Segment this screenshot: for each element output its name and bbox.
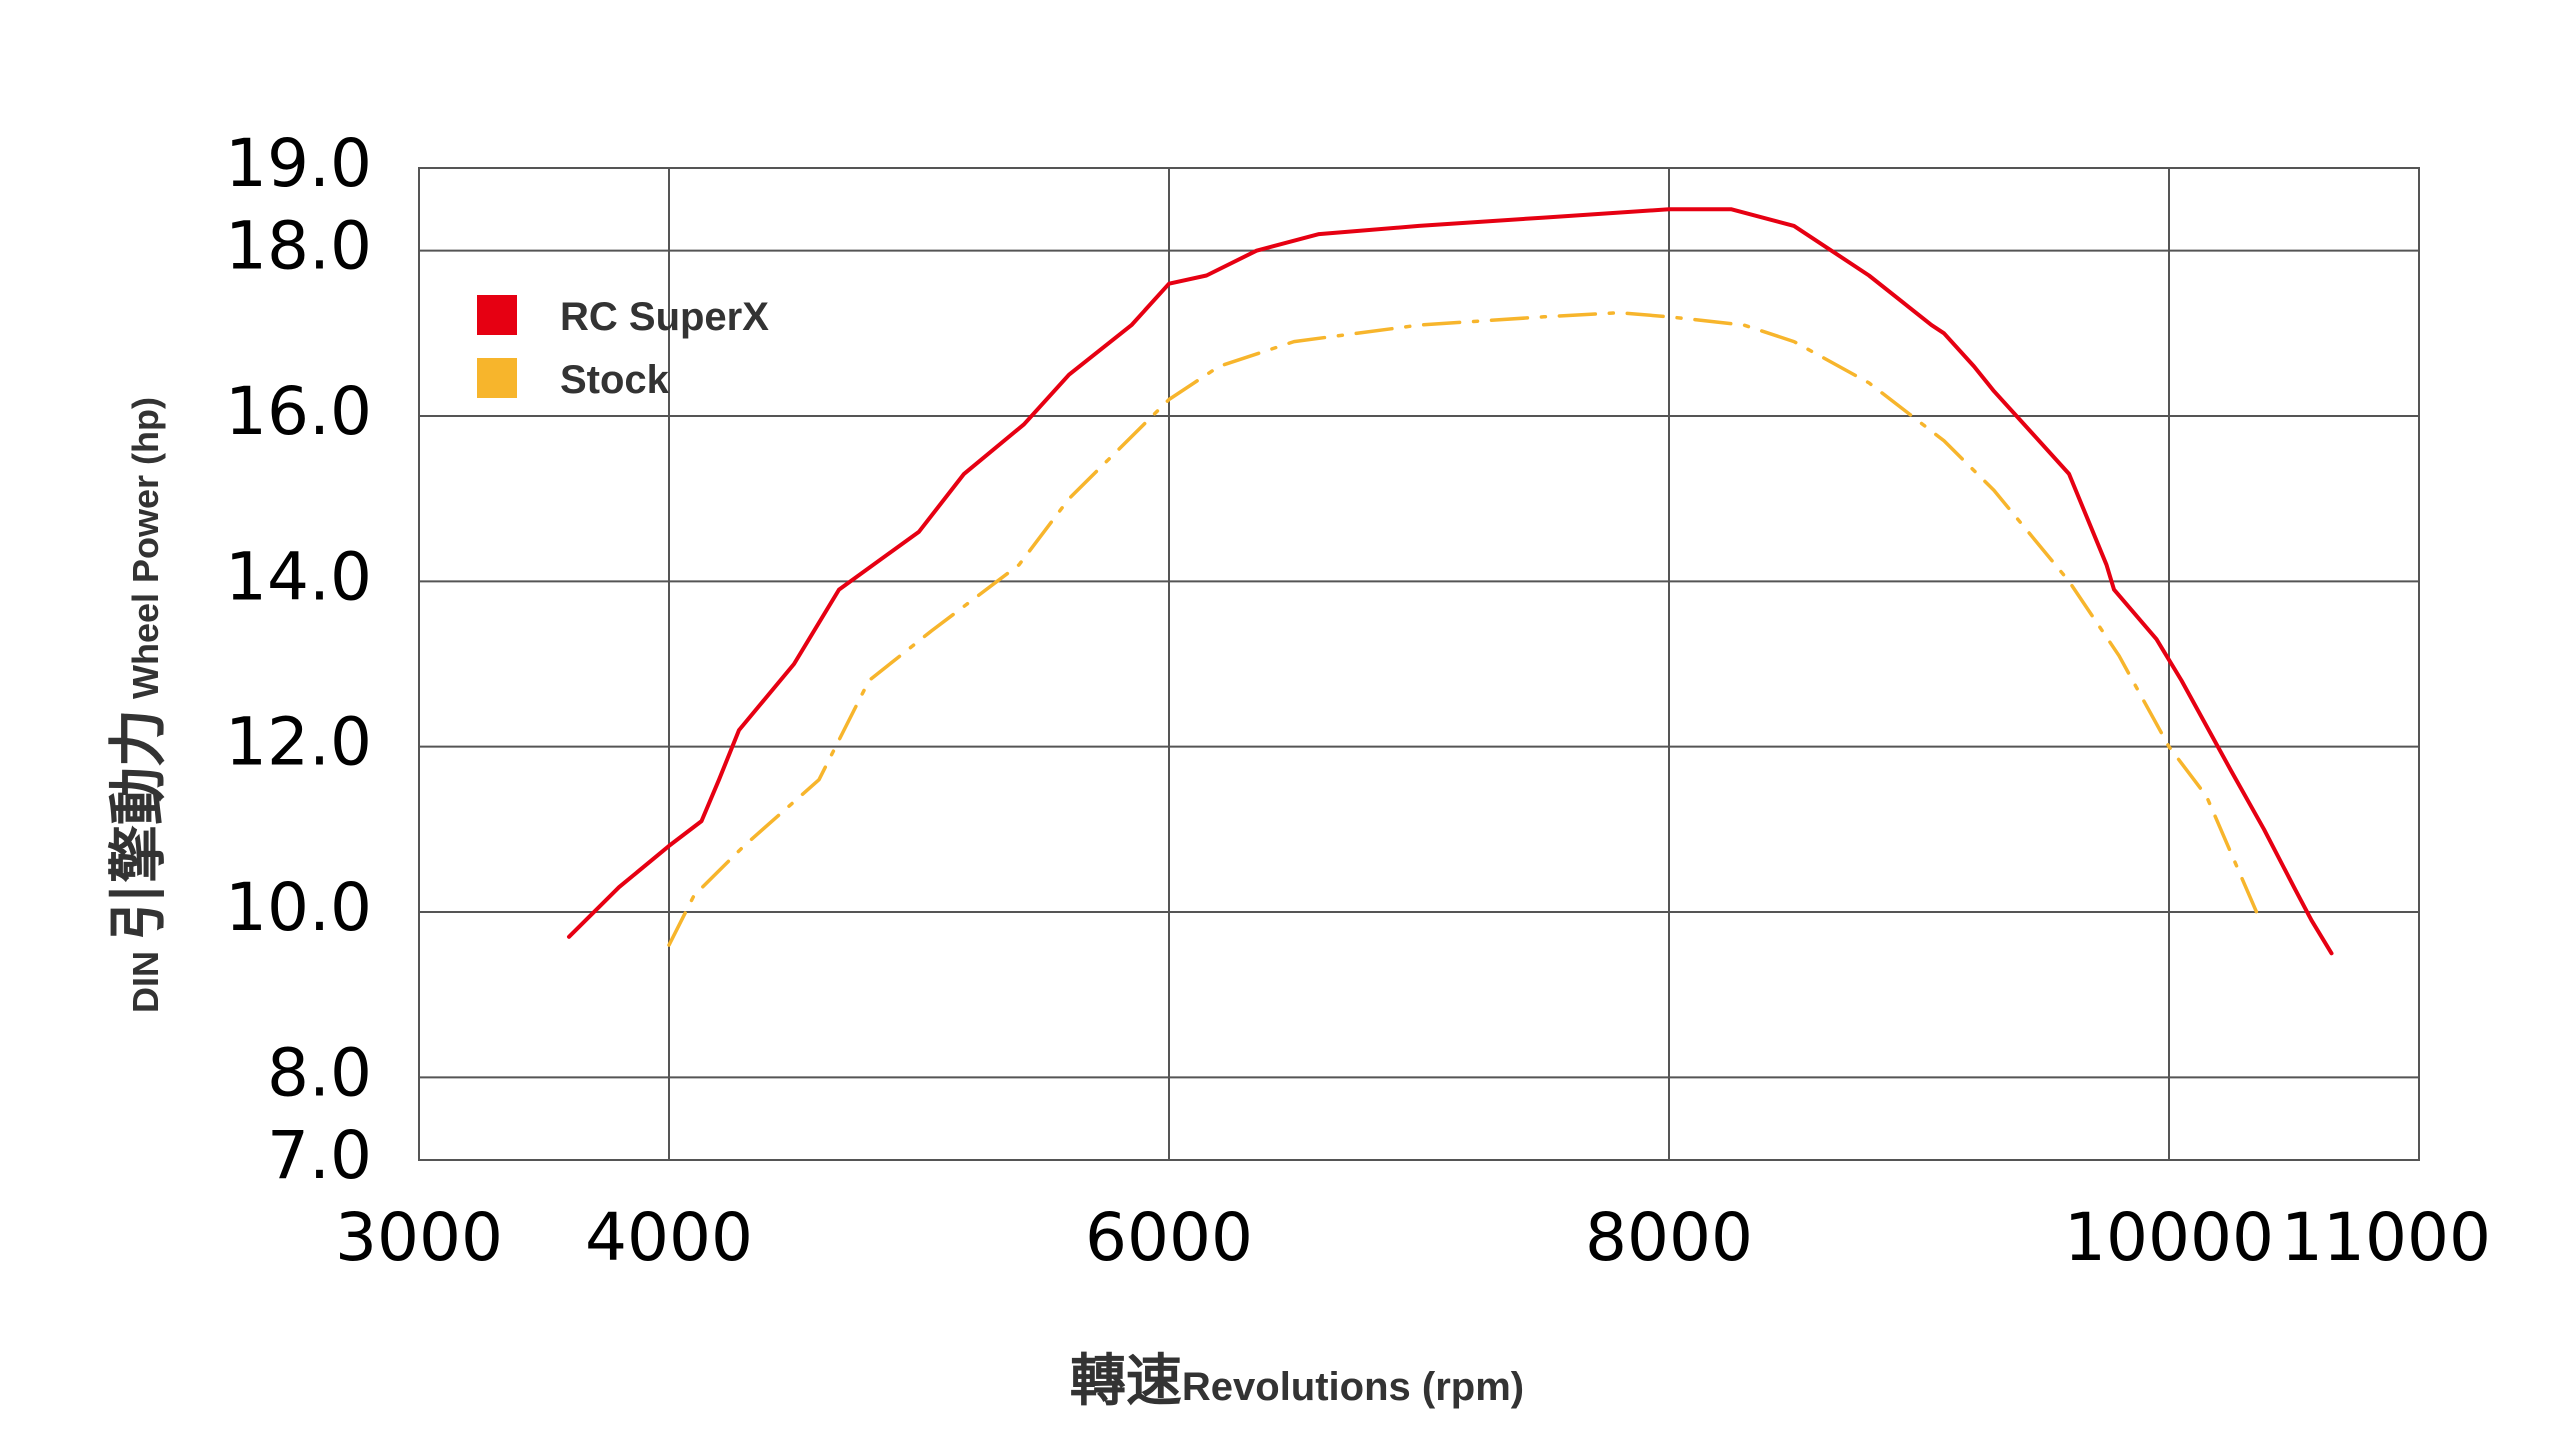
x-tick-label: 10000: [2064, 1199, 2274, 1276]
x-tick-label: 6000: [1085, 1199, 1253, 1276]
y-axis-label-en: Wheel Power (hp): [125, 397, 166, 699]
y-tick-label: 7.0: [267, 1117, 372, 1194]
legend-label-rc-superx: RC SuperX: [560, 295, 769, 339]
legend-swatch-stock: [477, 358, 517, 398]
y-tick-label: 12.0: [225, 704, 372, 781]
series-line-stock: [667, 310, 2259, 947]
y-axis-label: DIN 引擎動力 Wheel Power (hp): [106, 397, 171, 1013]
y-tick-label: 16.0: [225, 373, 372, 450]
x-tick-label: 4000: [585, 1199, 753, 1276]
x-tick-label: 3000: [335, 1199, 503, 1276]
y-tick-label: 19.0: [225, 125, 372, 202]
y-tick-label: 14.0: [225, 538, 372, 615]
y-tick-labels: 7.08.0 10.0 12.0 14.0 16.0 18.019.0: [225, 125, 372, 1194]
y-tick-label: 10.0: [225, 869, 372, 946]
x-axis-label-en: Revolutions (rpm): [1182, 1365, 1524, 1409]
legend-swatch-rc-superx: [477, 295, 517, 335]
y-axis-label-cn: 引擎動力: [106, 709, 171, 941]
y-tick-label: 18.0: [225, 208, 372, 285]
chart-series: [567, 207, 2334, 956]
chart-legend: RC SuperX Stock: [477, 295, 769, 402]
plot-frame: [418, 167, 2420, 1161]
x-tick-labels: 3000 4000 6000 8000 10000 11000: [335, 1199, 2491, 1276]
legend-label-stock: Stock: [560, 358, 670, 402]
y-axis-label-prefix: DIN: [125, 951, 166, 1013]
x-axis-label: 轉速Revolutions (rpm): [1070, 1349, 1524, 1412]
x-tick-label: 11000: [2281, 1199, 2491, 1276]
x-tick-label: 8000: [1585, 1199, 1753, 1276]
y-tick-label: 8.0: [267, 1034, 372, 1111]
series-line-rc-superx: [567, 207, 2334, 956]
x-axis-label-cn: 轉速: [1070, 1349, 1182, 1412]
